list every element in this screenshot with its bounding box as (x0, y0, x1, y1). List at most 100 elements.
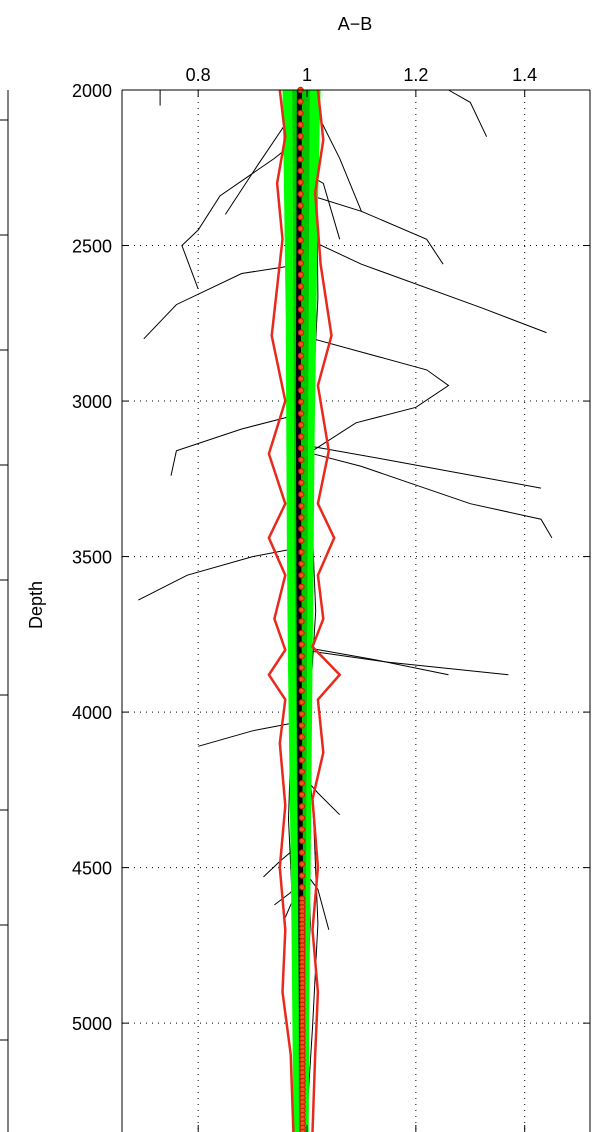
median-marker (297, 190, 304, 198)
x-axis-title: A−B (338, 14, 373, 34)
median-marker (298, 722, 305, 729)
median-marker (298, 479, 305, 486)
profile-line (448, 89, 488, 137)
y-tick-label: 4000 (72, 703, 112, 723)
median-marker (297, 156, 304, 163)
median-marker (298, 433, 305, 440)
envelope-left-line (267, 89, 295, 1132)
median-marker (297, 341, 305, 348)
profile-line (301, 444, 542, 489)
median-marker (298, 583, 305, 591)
median-marker (298, 849, 306, 856)
median-marker (298, 537, 305, 544)
median-marker (297, 213, 304, 221)
median-marker (297, 109, 304, 117)
median-marker (297, 387, 305, 394)
y-tick-label: 2000 (72, 81, 112, 101)
median-marker (298, 641, 305, 648)
median-marker (298, 745, 306, 752)
profile-line (301, 335, 450, 452)
data-series (138, 86, 553, 1132)
median-marker (298, 410, 305, 417)
profile-line (138, 546, 302, 601)
plot-area-background (122, 90, 590, 1132)
median-marker (299, 884, 306, 891)
median-marker (298, 572, 305, 579)
median-marker (297, 294, 305, 302)
median-marker (298, 514, 305, 521)
median-marker (298, 814, 306, 822)
median-marker (298, 468, 305, 475)
median-marker (297, 375, 305, 382)
y-tick-label: 5000 (72, 1014, 112, 1034)
median-marker (298, 421, 305, 429)
median-marker (297, 306, 305, 313)
x-tick-label: 1 (302, 65, 312, 85)
median-marker (298, 664, 305, 671)
median-marker (298, 780, 306, 787)
median-marker (297, 271, 305, 278)
profile-line (301, 192, 444, 265)
profile-line (301, 235, 547, 334)
median-marker (298, 629, 305, 637)
y-tick-label: 2500 (72, 237, 112, 257)
median-marker (298, 837, 306, 845)
median-marker (297, 179, 304, 186)
median-marker (298, 791, 306, 798)
median-marker (298, 826, 306, 833)
y-tick-label: 3500 (72, 548, 112, 568)
median-marker (298, 733, 305, 741)
median-marker (298, 502, 305, 510)
median-marker (297, 317, 305, 325)
profile-line (143, 263, 302, 340)
median-marker (298, 606, 305, 614)
grid-lines (122, 89, 590, 1132)
median-marker (297, 144, 304, 151)
median-marker (297, 167, 304, 175)
median-marker (297, 236, 304, 244)
median-marker (298, 652, 305, 660)
envelope-right-line (311, 89, 342, 1132)
median-marker (297, 329, 305, 336)
profile-line (198, 720, 302, 747)
median-marker (298, 618, 305, 625)
median-marker (298, 491, 305, 498)
median-marker (298, 548, 305, 556)
median-marker (298, 560, 305, 567)
median-marker (297, 132, 304, 140)
y-axis-title: Depth (26, 581, 46, 629)
median-marker (297, 364, 305, 371)
y-tick-label: 4500 (72, 859, 112, 879)
profile-line (170, 413, 302, 476)
median-marker (298, 699, 305, 706)
median-marker (298, 860, 306, 868)
median-marker (298, 756, 306, 764)
median-marker (298, 803, 306, 810)
median-marker (297, 352, 305, 359)
median-marker (298, 456, 305, 463)
median-marker (298, 710, 305, 718)
median-marker (297, 98, 304, 105)
profile-line (301, 450, 553, 539)
median-marker (297, 225, 304, 232)
median-marker (298, 768, 306, 775)
profile-line (301, 649, 509, 676)
x-tick-label: 0.8 (186, 65, 211, 85)
median-marker (298, 525, 305, 533)
y-tick-label: 3000 (72, 392, 112, 412)
median-marker (297, 398, 305, 406)
median-marker (298, 676, 305, 683)
profile-line (301, 646, 449, 676)
median-marker (297, 121, 304, 128)
x-tick-label: 1.2 (403, 65, 428, 85)
median-marker (298, 872, 306, 879)
median-marker (297, 260, 305, 267)
median-marker (297, 248, 304, 255)
median-marker (298, 444, 305, 452)
median-marker (298, 595, 305, 602)
profile-line (181, 136, 302, 290)
x-tick-label: 1.4 (512, 65, 537, 85)
axes: 0.8 1 1.2 1.4 2000 2500 3000 3500 4000 4500 5000 (0, 65, 591, 1132)
median-marker (297, 202, 304, 209)
